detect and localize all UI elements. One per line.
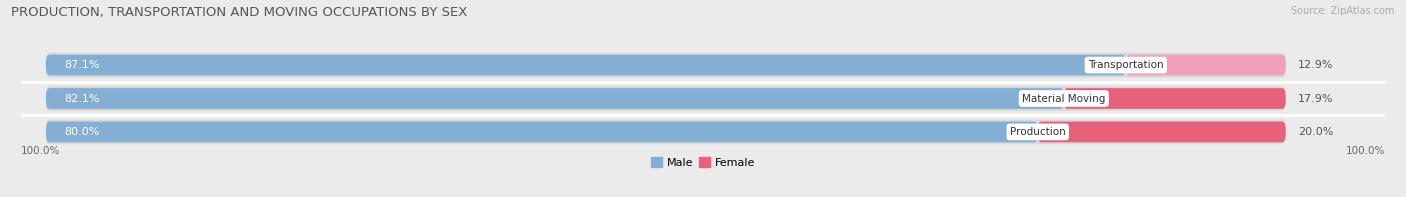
Text: 87.1%: 87.1%: [65, 60, 100, 70]
Text: PRODUCTION, TRANSPORTATION AND MOVING OCCUPATIONS BY SEX: PRODUCTION, TRANSPORTATION AND MOVING OC…: [11, 6, 468, 19]
FancyBboxPatch shape: [1126, 55, 1285, 75]
Text: Source: ZipAtlas.com: Source: ZipAtlas.com: [1291, 6, 1395, 16]
FancyBboxPatch shape: [1038, 122, 1285, 142]
Text: 80.0%: 80.0%: [65, 127, 100, 137]
Text: 20.0%: 20.0%: [1298, 127, 1333, 137]
FancyBboxPatch shape: [1064, 88, 1285, 109]
FancyBboxPatch shape: [46, 122, 1038, 142]
Text: 100.0%: 100.0%: [1346, 146, 1385, 156]
FancyBboxPatch shape: [46, 55, 1126, 75]
FancyBboxPatch shape: [46, 86, 1285, 111]
Text: 82.1%: 82.1%: [65, 94, 100, 103]
Text: Production: Production: [1010, 127, 1066, 137]
FancyBboxPatch shape: [46, 88, 1064, 109]
Legend: Male, Female: Male, Female: [647, 153, 759, 172]
Text: Material Moving: Material Moving: [1022, 94, 1105, 103]
Text: 17.9%: 17.9%: [1298, 94, 1334, 103]
FancyBboxPatch shape: [46, 53, 1285, 77]
Text: Transportation: Transportation: [1088, 60, 1164, 70]
Text: 100.0%: 100.0%: [21, 146, 60, 156]
FancyBboxPatch shape: [46, 120, 1285, 144]
Text: 12.9%: 12.9%: [1298, 60, 1334, 70]
